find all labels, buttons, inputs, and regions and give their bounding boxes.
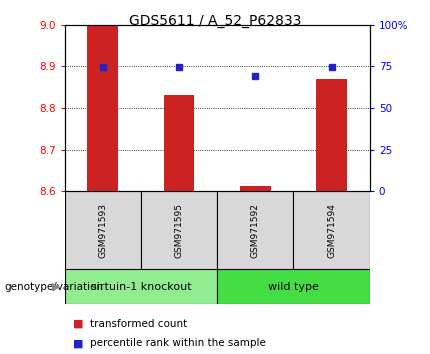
Text: transformed count: transformed count: [90, 319, 187, 329]
Text: ■: ■: [73, 319, 83, 329]
Text: ■: ■: [73, 338, 83, 348]
Bar: [164, 96, 194, 191]
Text: ▶: ▶: [52, 282, 60, 292]
Text: GDS5611 / A_52_P62833: GDS5611 / A_52_P62833: [129, 14, 301, 28]
Text: percentile rank within the sample: percentile rank within the sample: [90, 338, 266, 348]
Bar: [141, 191, 217, 269]
Bar: [64, 269, 217, 304]
Text: genotype/variation: genotype/variation: [4, 282, 104, 292]
Bar: [87, 25, 118, 191]
Text: GSM971595: GSM971595: [175, 202, 184, 258]
Bar: [293, 191, 370, 269]
Bar: [217, 269, 370, 304]
Text: wild type: wild type: [268, 282, 319, 292]
Bar: [64, 191, 141, 269]
Bar: [217, 191, 293, 269]
Text: GSM971593: GSM971593: [98, 202, 107, 258]
Bar: [316, 79, 347, 191]
Bar: [240, 186, 270, 191]
Text: sirtuin-1 knockout: sirtuin-1 knockout: [90, 282, 191, 292]
Text: GSM971592: GSM971592: [251, 202, 260, 258]
Text: GSM971594: GSM971594: [327, 202, 336, 258]
